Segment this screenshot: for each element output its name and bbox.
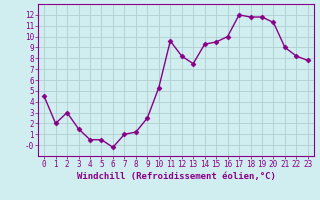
X-axis label: Windchill (Refroidissement éolien,°C): Windchill (Refroidissement éolien,°C) (76, 172, 276, 181)
